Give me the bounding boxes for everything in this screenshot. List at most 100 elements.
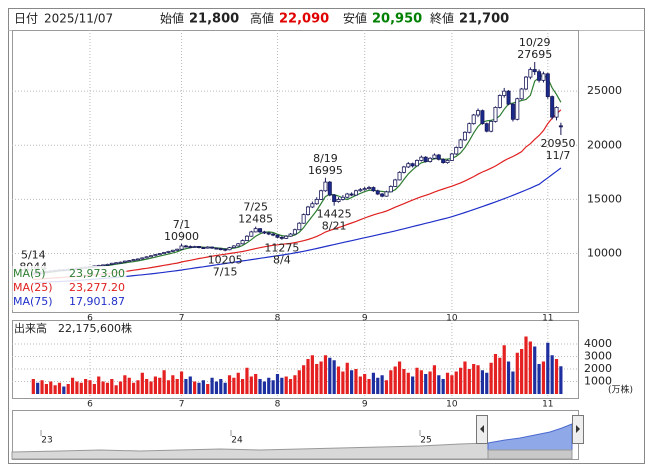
volume-bar — [502, 345, 506, 394]
volume-bar — [258, 379, 262, 394]
volume-tick-label: 3000 — [584, 350, 612, 363]
candle-body — [510, 103, 515, 120]
volume-bar — [524, 336, 528, 394]
volume-bar — [162, 370, 166, 394]
volume-bar — [149, 381, 153, 394]
candle-body — [393, 179, 398, 187]
volume-bar — [511, 371, 515, 394]
candle-body — [484, 123, 489, 132]
candle-body — [462, 131, 467, 141]
volume-bar — [97, 376, 101, 394]
volume-bar — [40, 380, 44, 394]
volume-bar — [559, 366, 563, 394]
candle-body — [314, 199, 319, 205]
x-tick-label: 9 — [362, 400, 368, 410]
volume-bar — [197, 382, 201, 394]
candle-body — [275, 234, 280, 238]
candle-body — [262, 231, 267, 234]
volume-bar — [493, 354, 498, 394]
legend-value: 23,973.00 — [69, 267, 125, 280]
candle-body — [397, 171, 402, 181]
field-label: 終値 — [430, 11, 454, 26]
candle-body — [449, 153, 454, 161]
candle-body — [166, 250, 171, 253]
candle-body — [428, 157, 433, 162]
candle-body — [380, 193, 385, 197]
volume-bar — [319, 361, 323, 394]
candle-body — [541, 73, 546, 81]
field-label: 始値 — [160, 11, 184, 26]
y-tick-label: 25000 — [587, 84, 622, 97]
volume-bar — [223, 382, 227, 394]
volume-bar — [350, 370, 354, 394]
legend-value: 17,901.87 — [69, 295, 125, 308]
navigator-label: 24 — [231, 436, 243, 446]
volume-bar — [328, 357, 332, 394]
volume-bar — [358, 376, 362, 394]
candle-body — [406, 163, 411, 168]
candle-body — [149, 255, 154, 258]
volume-bar — [515, 352, 519, 394]
candle-body — [214, 247, 219, 250]
candle-body — [419, 156, 424, 161]
x-tick-label: 6 — [87, 400, 93, 410]
volume-bar — [101, 381, 105, 394]
candle-body — [550, 96, 555, 118]
candle-body — [140, 257, 145, 260]
volume-bar — [293, 375, 297, 394]
candle-body — [205, 246, 210, 249]
left-arrow — [480, 425, 484, 433]
volume-bar — [459, 367, 463, 394]
legend-name: MA(25) — [13, 281, 53, 294]
candle-body — [432, 154, 437, 159]
volume-bar — [153, 376, 157, 394]
volume-bar — [201, 380, 205, 394]
candle-body — [467, 123, 472, 133]
annotation-date: 7/1 — [173, 218, 191, 231]
candle-body — [319, 190, 324, 200]
volume-bar — [219, 379, 223, 394]
field-label: 高値 — [250, 11, 274, 26]
volume-bar — [489, 362, 493, 394]
volume-bar — [472, 364, 476, 394]
volume-bar — [271, 380, 275, 394]
field-value: 21,700 — [459, 12, 509, 27]
volume-bar — [267, 377, 271, 394]
candle-body — [524, 76, 529, 90]
candle-body — [240, 240, 245, 245]
volume-bar — [123, 375, 127, 394]
volume-bar — [371, 372, 375, 394]
volume-bar — [214, 381, 219, 394]
candle-body — [175, 248, 180, 251]
candle-body — [471, 114, 476, 125]
candle-body — [183, 245, 188, 248]
volume-bar — [441, 379, 445, 394]
volume-bar — [92, 384, 96, 394]
legend-box — [12, 266, 127, 310]
candle-body — [454, 147, 459, 155]
volume-bar — [62, 386, 66, 394]
annotation-value: 11275 — [264, 242, 299, 255]
scrollbar[interactable] — [487, 449, 573, 460]
candle-body — [489, 121, 494, 132]
candle-body — [458, 139, 463, 148]
candle-body — [497, 95, 502, 108]
candle-body — [515, 98, 520, 120]
volume-bar — [110, 379, 114, 394]
candle-body — [519, 88, 524, 100]
volume-bar — [376, 377, 380, 394]
volume-bar — [227, 375, 232, 394]
candle-body — [223, 248, 228, 251]
volume-bar — [498, 357, 502, 394]
volume-bar — [554, 359, 559, 394]
volume-bar — [79, 382, 83, 394]
candle-body — [375, 190, 380, 195]
legend-name: MA(5) — [13, 267, 46, 280]
candle-body — [179, 245, 184, 250]
candle-body — [327, 181, 332, 196]
volume-bar — [31, 379, 35, 394]
candle-body — [157, 253, 162, 256]
candle-body — [288, 233, 293, 237]
candle-body — [118, 261, 123, 264]
annotation-date: 7/25 — [243, 201, 268, 214]
